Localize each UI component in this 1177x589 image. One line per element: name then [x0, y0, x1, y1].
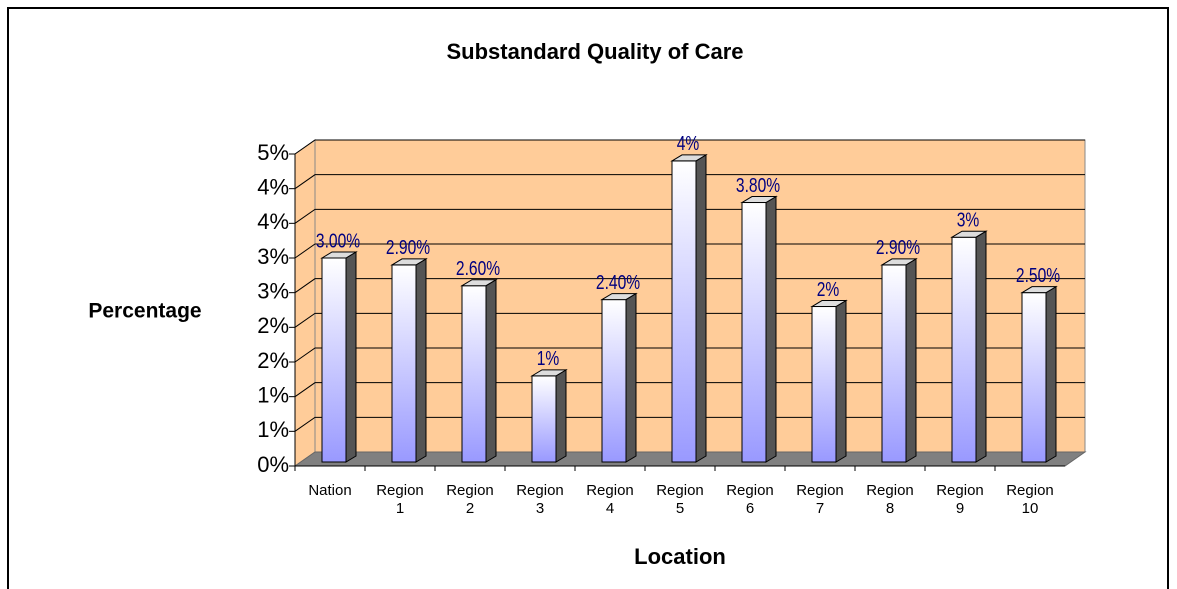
x-tick-label: Region 6	[726, 482, 774, 517]
side-wall	[294, 139, 316, 467]
bar-top	[460, 279, 498, 287]
bar-front	[811, 306, 837, 463]
bar-front	[461, 285, 487, 463]
x-tick-label: Region 10	[1006, 482, 1054, 517]
bar	[600, 292, 638, 463]
bar	[670, 154, 708, 463]
bar-top	[320, 251, 358, 259]
y-axis-label: Percentage	[88, 300, 201, 323]
x-tick-label: Region 1	[376, 482, 424, 517]
data-label: 2.60%	[456, 257, 500, 279]
data-label: 2.90%	[386, 236, 430, 258]
y-tick-label: 1%	[257, 417, 289, 442]
x-tick-label: Nation	[308, 482, 352, 499]
x-tick-label: Region 4	[586, 482, 634, 517]
bar-side	[695, 154, 707, 463]
y-tick-label: 1%	[257, 382, 289, 407]
bar-front	[671, 160, 697, 463]
bar	[460, 278, 498, 463]
data-label: 2.90%	[876, 236, 920, 258]
bar-side	[485, 278, 497, 463]
data-label: 3%	[957, 209, 980, 231]
bar-side	[905, 258, 917, 463]
data-label: 4%	[677, 132, 700, 154]
bar	[390, 258, 428, 463]
bar	[880, 258, 918, 463]
bar-front	[601, 299, 627, 463]
y-tick-label: 3%	[257, 244, 289, 269]
data-label: 2.50%	[1016, 264, 1060, 286]
data-label: 2.40%	[596, 271, 640, 293]
bar-top	[880, 258, 918, 266]
bar-front	[1021, 292, 1047, 463]
x-tick-label: Region 7	[796, 482, 844, 517]
x-tick-label: Region 2	[446, 482, 494, 517]
bar	[810, 299, 848, 463]
grid-line	[294, 174, 1085, 190]
data-label: 2%	[817, 278, 840, 300]
data-label: 3.80%	[736, 174, 780, 196]
bar	[740, 195, 778, 463]
bar-side	[625, 292, 637, 463]
y-tick-label: 4%	[257, 174, 289, 199]
grid-line	[294, 208, 1085, 224]
x-tick-label: Region 5	[656, 482, 704, 517]
chart-title: Substandard Quality of Care	[446, 39, 743, 64]
bar-front	[321, 257, 347, 463]
bar-front	[741, 202, 767, 463]
bar-side	[835, 299, 847, 463]
bar-side	[345, 251, 357, 463]
bar-front	[531, 375, 557, 463]
bar-top	[390, 258, 428, 266]
x-axis-label: Location	[634, 544, 726, 569]
bar-front	[391, 264, 417, 463]
bar	[530, 368, 568, 463]
bar-side	[555, 368, 567, 463]
bar-top	[1020, 286, 1058, 294]
bar-top	[600, 293, 638, 301]
bar-top	[810, 300, 848, 308]
bar-side	[975, 230, 987, 463]
y-tick-label: 3%	[257, 278, 289, 303]
data-label: 3.00%	[316, 229, 360, 251]
bar-side	[765, 195, 777, 463]
x-tick-label: Region 3	[516, 482, 564, 517]
grid-line	[294, 278, 1085, 294]
bar-top	[740, 196, 778, 204]
data-label: 1%	[537, 347, 560, 369]
bar-side	[1045, 285, 1057, 463]
y-tick-label: 0%	[257, 452, 289, 477]
x-tick-label: Region 9	[936, 482, 984, 517]
bar-top	[530, 369, 568, 377]
y-tick-label: 2%	[257, 348, 289, 373]
bar	[950, 230, 988, 463]
bar-side	[415, 258, 427, 463]
frame	[7, 7, 1169, 589]
bar	[320, 251, 358, 463]
bar	[1020, 285, 1058, 463]
y-tick-label: 5%	[257, 140, 289, 165]
grid-line	[294, 139, 1085, 155]
y-tick-label: 2%	[257, 313, 289, 338]
bar-front	[951, 236, 977, 463]
y-tick-label: 4%	[257, 209, 289, 234]
grid-line	[294, 243, 1085, 259]
bar-top	[950, 230, 988, 238]
x-tick-label: Region 8	[866, 482, 914, 517]
bar-top	[670, 154, 708, 162]
bar-front	[881, 264, 907, 463]
